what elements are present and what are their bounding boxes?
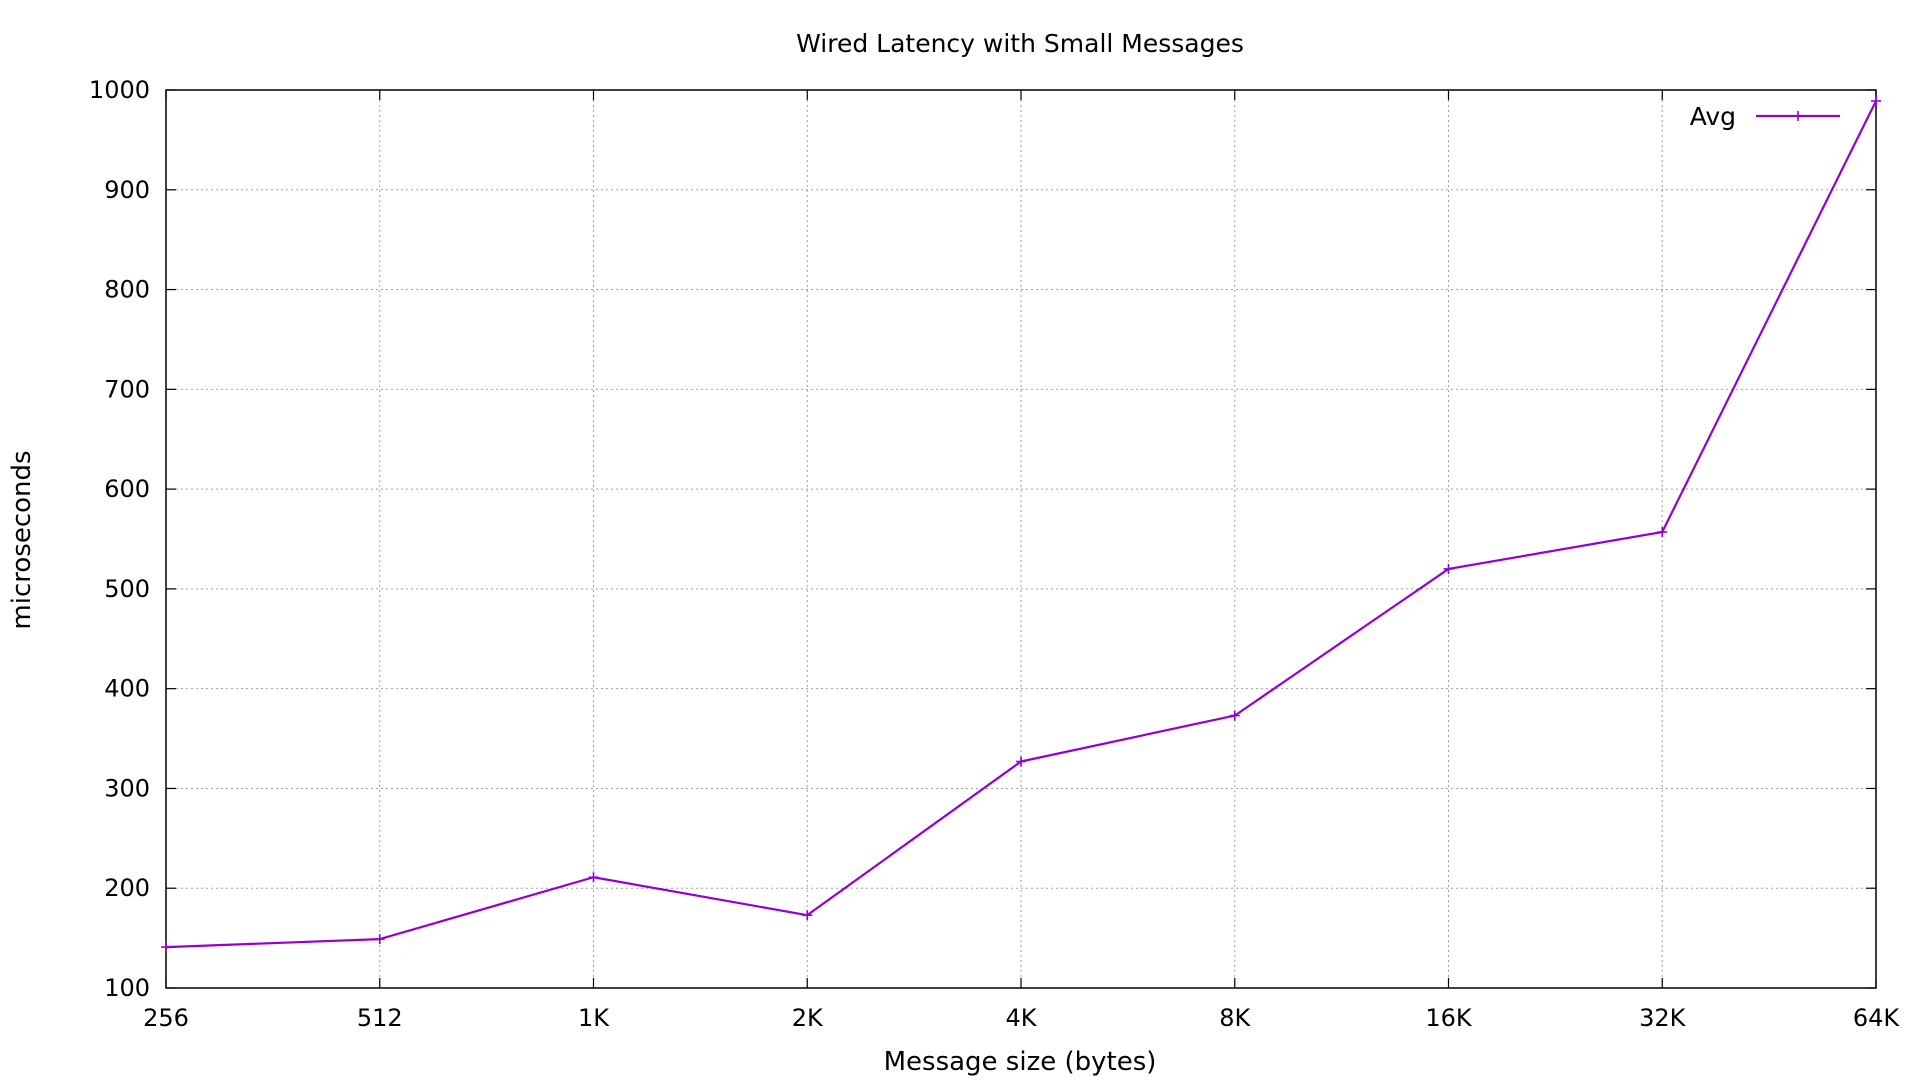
data-point (1443, 563, 1454, 574)
grid-lines (166, 90, 1876, 988)
chart-title: Wired Latency with Small Messages (796, 29, 1244, 58)
y-tick-label: 800 (104, 276, 150, 304)
y-tick-label: 200 (104, 874, 150, 902)
data-point (1229, 710, 1240, 721)
data-point (588, 872, 599, 883)
x-tick-label: 256 (143, 1004, 189, 1032)
y-tick-label: 700 (104, 375, 150, 403)
y-tick-label: 900 (104, 176, 150, 204)
series-layer (161, 95, 1881, 953)
x-tick-label: 2K (792, 1004, 824, 1032)
y-tick-label: 600 (104, 475, 150, 503)
legend-label: Avg (1690, 102, 1736, 131)
x-tick-label: 64K (1853, 1004, 1901, 1032)
y-axis-label: microseconds (7, 450, 37, 629)
axis-ticks: 100 200 300 400 500 600 700 800 900 1000 256 512 1K 2… (89, 76, 1900, 1032)
data-point (374, 934, 385, 945)
x-tick-label: 1K (578, 1004, 610, 1032)
data-point (1657, 527, 1668, 538)
x-tick-label: 4K (1005, 1004, 1037, 1032)
data-point (161, 942, 171, 953)
x-tick-label: 16K (1425, 1004, 1473, 1032)
data-point (1016, 756, 1026, 767)
y-tick-label: 100 (104, 974, 150, 1002)
y-tick-label: 300 (104, 774, 150, 802)
x-axis-label: Message size (bytes) (884, 1047, 1157, 1077)
data-point (802, 910, 813, 921)
y-tick-label: 400 (104, 675, 150, 703)
x-tick-label: 512 (357, 1004, 403, 1032)
data-point (1871, 95, 1881, 106)
x-tick-label: 32K (1639, 1004, 1687, 1032)
x-tick-label: 8K (1219, 1004, 1251, 1032)
legend: Avg (1690, 102, 1840, 131)
y-tick-label: 500 (104, 575, 150, 603)
y-tick-label: 1000 (89, 76, 150, 104)
